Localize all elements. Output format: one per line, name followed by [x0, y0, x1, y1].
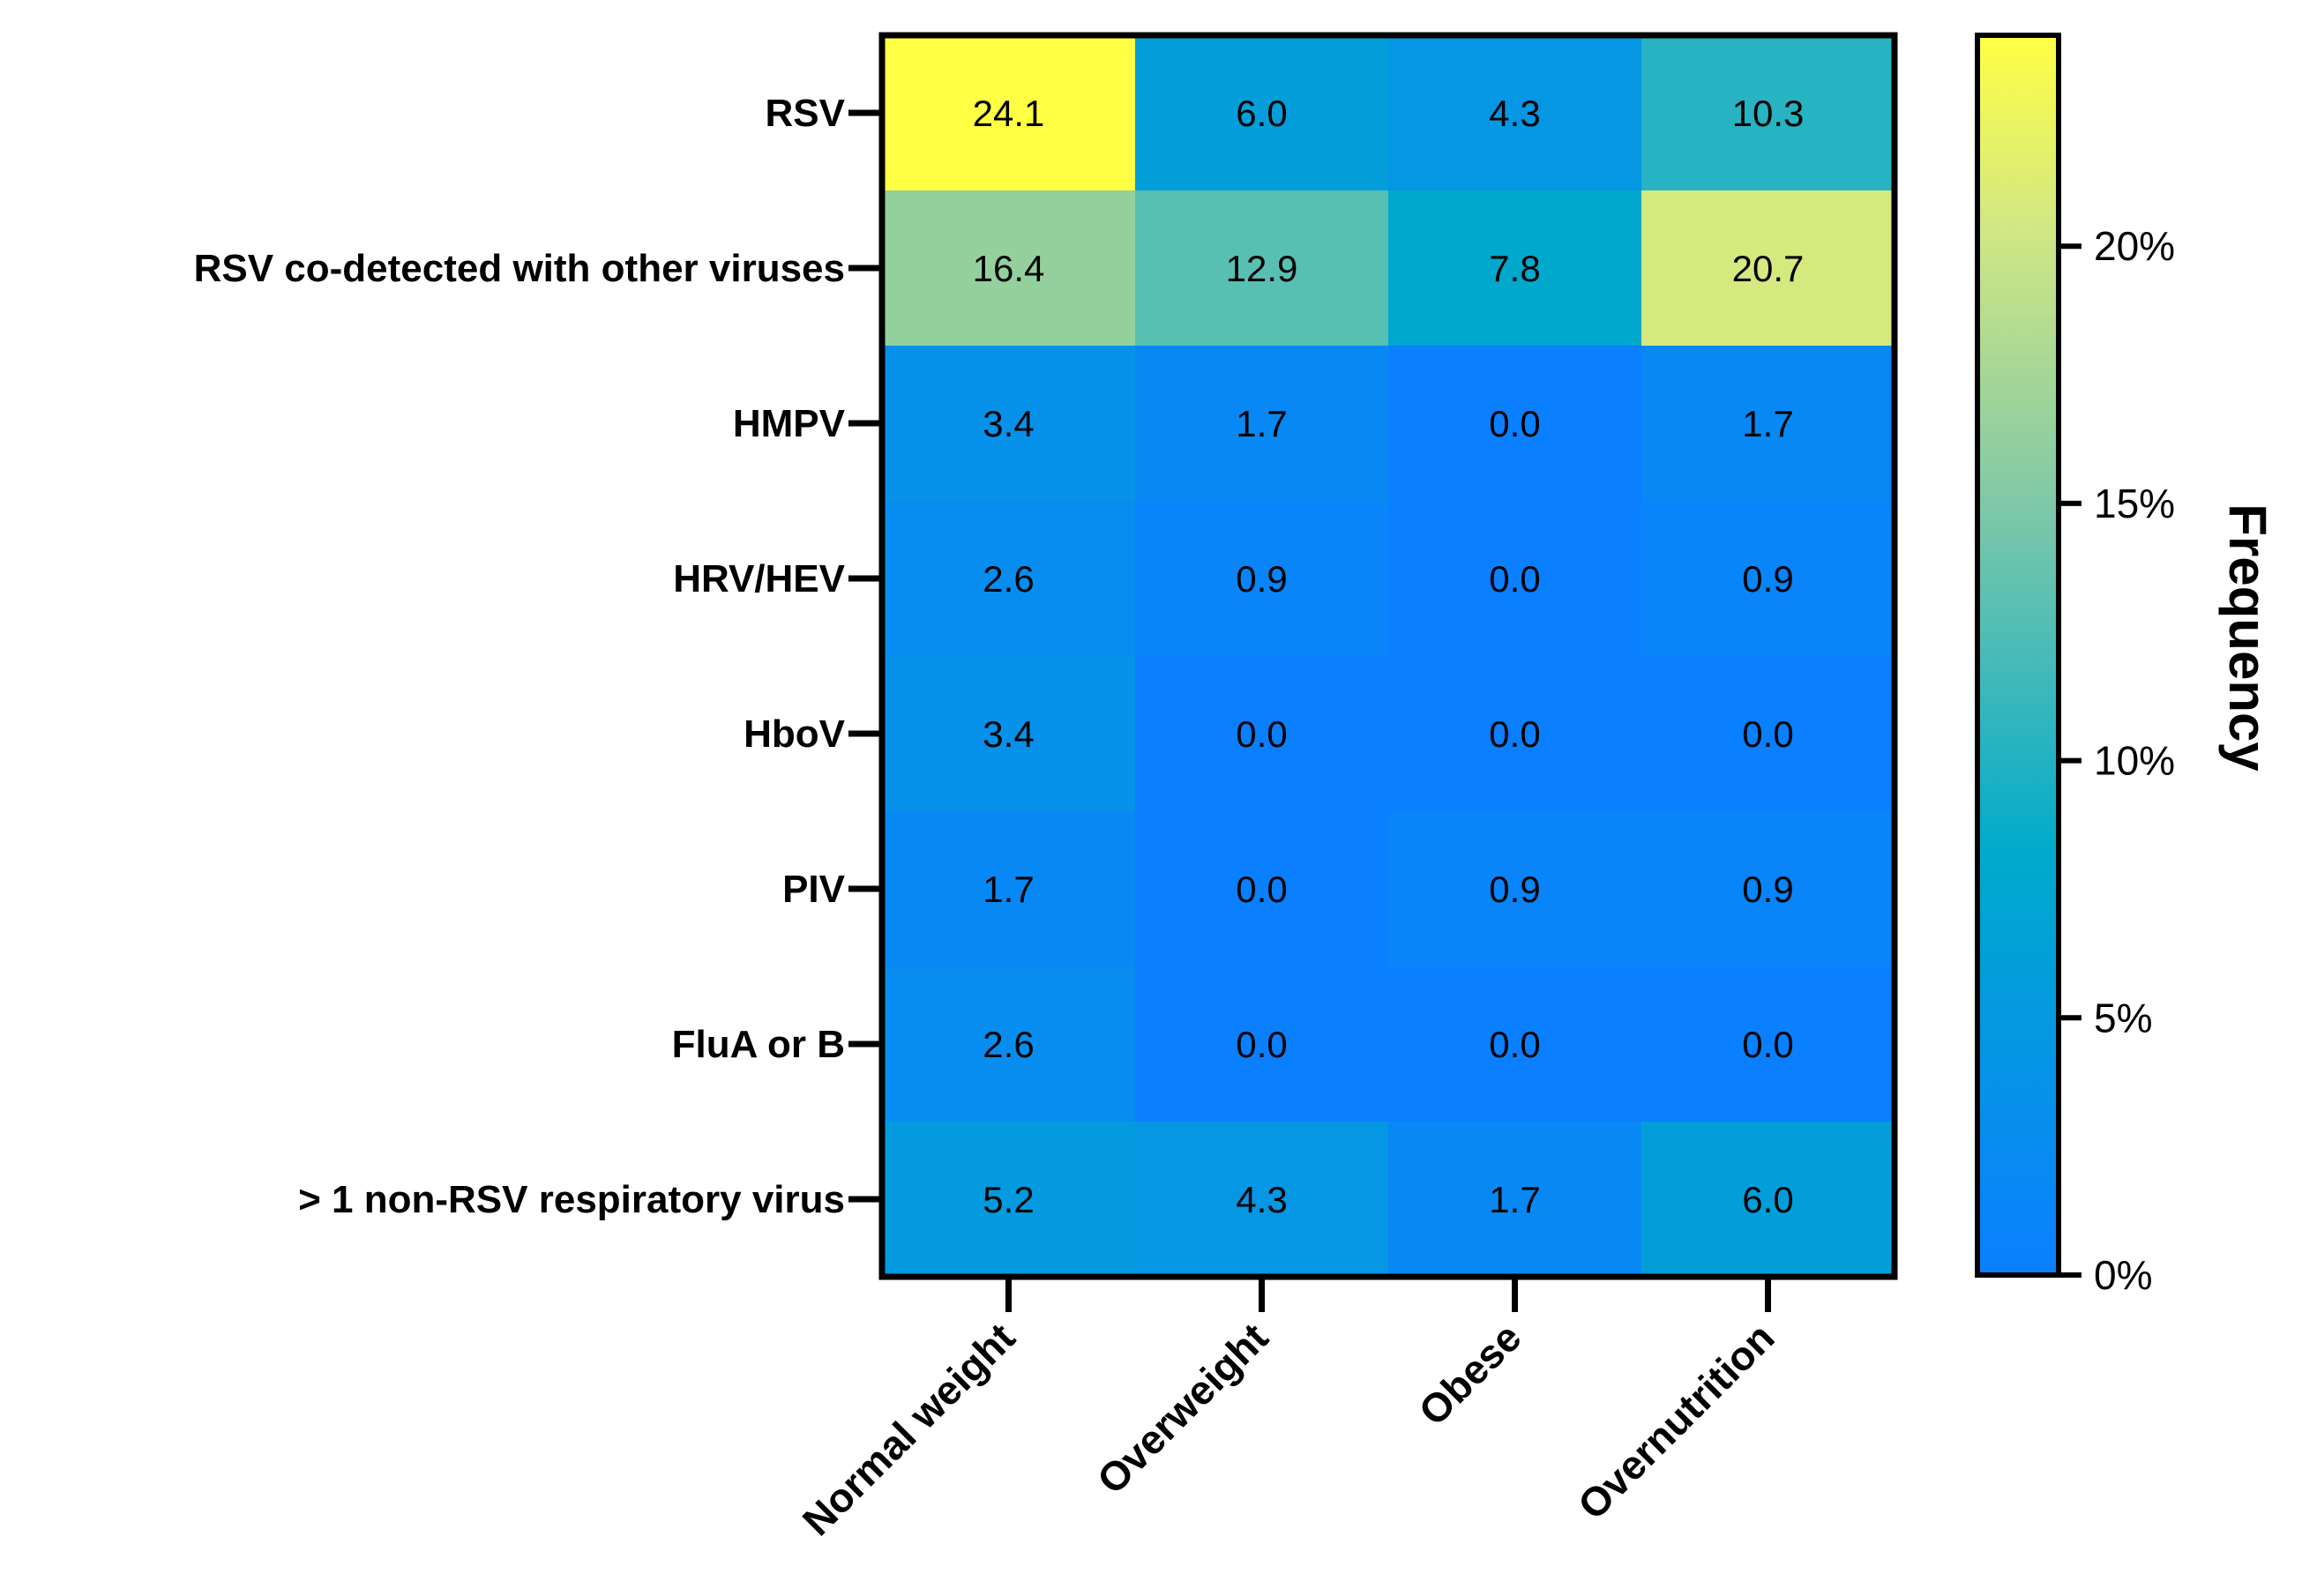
column-label: Overnutrition: [1569, 1314, 1783, 1528]
heatmap-cell: [1388, 811, 1642, 967]
heatmap-cell: [882, 966, 1136, 1122]
heatmap-cell: [882, 346, 1136, 502]
cell-value-label: 0.0: [1489, 1024, 1540, 1065]
cell-value-label: 0.9: [1742, 869, 1793, 910]
row-label: HRV/HEV: [673, 557, 845, 600]
column-label: Normal weight: [794, 1314, 1024, 1544]
cell-value-label: 0.0: [1489, 713, 1540, 755]
heatmap-cell: [1135, 1122, 1389, 1278]
cell-value-label: 5.2: [983, 1179, 1034, 1220]
row-label: FluA or B: [672, 1023, 845, 1066]
cell-value-label: 3.4: [983, 713, 1034, 755]
heatmap-cell: [1135, 501, 1389, 657]
cell-value-label: 0.0: [1742, 1024, 1793, 1065]
heatmap-cell: [1388, 501, 1642, 657]
heatmap-cell: [1641, 966, 1895, 1122]
heatmap-cell: [1641, 35, 1895, 191]
cell-value-label: 1.7: [1742, 403, 1793, 444]
heatmap-cell: [1388, 35, 1642, 191]
cell-value-label: 0.0: [1236, 1024, 1287, 1065]
cell-value-label: 0.0: [1236, 869, 1287, 910]
heatmap-cell: [1135, 35, 1389, 191]
cell-value-label: 3.4: [983, 403, 1034, 444]
row-labels: RSV RSV co-detected with other viruses HMP…: [194, 92, 882, 1221]
cell-value-label: 0.9: [1236, 558, 1287, 600]
column-label: Overweight: [1088, 1314, 1277, 1503]
row-label: PIV: [782, 868, 846, 911]
cell-value-label: 6.0: [1236, 93, 1287, 134]
colorbar-tick-label: 15%: [2094, 481, 2175, 526]
heatmap-cell: [1641, 1122, 1895, 1278]
heatmap-cell: [1135, 656, 1389, 812]
colorbar-gradient: [1975, 33, 2061, 1278]
cell-value-label: 7.8: [1489, 248, 1540, 289]
cell-value-label: 1.7: [983, 869, 1034, 910]
heatmap-cell: [882, 501, 1136, 657]
colorbar-tick-label: 0%: [2094, 1252, 2152, 1298]
heatmap-cell: [1641, 190, 1895, 347]
cell-value-label: 4.3: [1489, 93, 1540, 134]
heatmap-cells: 24.1 6.0 4.3 10.3 16.4 12.9 7.8 20.7 3.4 1.7 0.0 1.…: [882, 35, 1895, 1278]
heatmap-cell: [882, 190, 1136, 347]
heatmap-cell: [1135, 811, 1389, 967]
heatmap-cell: [882, 35, 1136, 191]
row-label: HboV: [744, 712, 846, 756]
cell-value-label: 20.7: [1732, 248, 1805, 289]
colorbar-title: Frequency: [2218, 503, 2277, 772]
heatmap-cell: [882, 811, 1136, 967]
cell-value-label: 0.0: [1489, 558, 1540, 600]
cell-value-label: 0.0: [1489, 403, 1540, 444]
heatmap-cell: [1641, 811, 1895, 967]
cell-value-label: 4.3: [1236, 1179, 1287, 1220]
heatmap-cell: [882, 656, 1136, 812]
cell-value-label: 10.3: [1732, 93, 1805, 134]
colorbar-tick-label: 10%: [2094, 738, 2175, 784]
colorbar-tick-label: 5%: [2094, 995, 2152, 1040]
heatmap-cell: [1135, 346, 1389, 502]
row-label: RSV co-detected with other viruses: [194, 247, 845, 290]
cell-value-label: 16.4: [973, 248, 1045, 289]
cell-value-label: 0.9: [1742, 558, 1793, 600]
cell-value-label: 0.0: [1236, 713, 1287, 755]
column-labels: Normal weight Overweight Obese Overnutritio…: [794, 1277, 1783, 1544]
heatmap-cell: [1388, 1122, 1642, 1278]
heatmap-cell: [1135, 190, 1389, 347]
cell-value-label: 1.7: [1489, 1179, 1540, 1220]
heatmap-cell: [1388, 656, 1642, 812]
cell-value-label: 2.6: [983, 1024, 1034, 1065]
heatmap-cell: [1641, 501, 1895, 657]
cell-value-label: 1.7: [1236, 403, 1287, 444]
heatmap-cell: [1388, 190, 1642, 347]
heatmap-cell: [1388, 346, 1642, 502]
row-label: HMPV: [733, 402, 846, 445]
colorbar-tick-label: 20%: [2094, 223, 2175, 269]
row-label: > 1 non-RSV respiratory virus: [298, 1178, 845, 1221]
heatmap-cell: [1641, 346, 1895, 502]
cell-value-label: 6.0: [1742, 1179, 1793, 1220]
row-label: RSV: [766, 92, 846, 135]
cell-value-label: 0.0: [1742, 713, 1793, 755]
heatmap-cell: [1641, 656, 1895, 812]
cell-value-label: 24.1: [973, 93, 1045, 134]
cell-value-label: 0.9: [1489, 869, 1540, 910]
colorbar: 0% 5% 10% 15% 20% Frequency: [1975, 33, 2277, 1298]
heatmap-cell: [1135, 966, 1389, 1122]
colorbar-ticks: 0% 5% 10% 15% 20%: [2059, 223, 2175, 1298]
heatmap-cell: [882, 1122, 1136, 1278]
plot-frame: [878, 32, 1898, 1280]
column-label: Obese: [1409, 1314, 1529, 1434]
cell-value-label: 2.6: [983, 558, 1034, 600]
cell-value-label: 12.9: [1226, 248, 1298, 289]
heatmap-cell: [1388, 966, 1642, 1122]
